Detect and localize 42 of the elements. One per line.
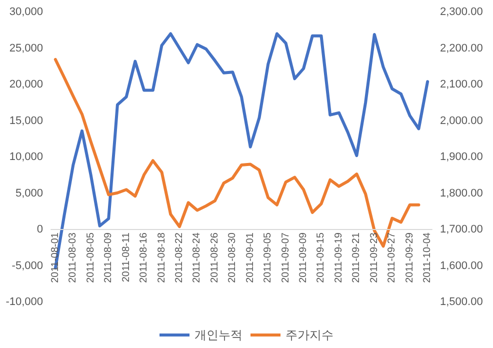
y-tick-label: 15,000 — [9, 114, 43, 127]
y2-tick-label: 1,800.00 — [440, 187, 483, 200]
y-tick-label: -10,000 — [6, 296, 43, 308]
x-tick-label: 2011-08-18 — [156, 232, 168, 283]
x-tick-label: 2011-09-29 — [404, 232, 416, 283]
x-tick-label: 2011-08-03 — [68, 232, 79, 283]
x-tick-label: 2011-09-09 — [298, 232, 310, 283]
y-tick-label: 20,000 — [9, 78, 43, 90]
x-tick-label: 2011-08-30 — [227, 232, 238, 283]
y2-tick-label: 1,700.00 — [440, 224, 483, 236]
x-tick-label: 2011-09-05 — [262, 232, 274, 283]
x-tick-label: 2011-10-04 — [422, 232, 434, 283]
y2-tick-label: 1,900.00 — [440, 151, 483, 163]
x-tick-label: 2011-08-26 — [209, 232, 220, 283]
legend-label: 주가지수 — [286, 328, 334, 342]
y-tick-label: 30,000 — [9, 6, 43, 18]
legend-label: 개인누적 — [194, 328, 242, 342]
x-tick-label: 2011-08-24 — [192, 232, 203, 283]
x-tick-label: 2011-08-05 — [85, 232, 96, 283]
y2-tick-label: 2,100.00 — [440, 78, 483, 90]
x-tick-label: 2011-08-09 — [103, 232, 114, 283]
x-tick-label: 2011-09-19 — [333, 232, 344, 283]
y-tick-label: -5,000 — [12, 260, 43, 272]
x-tick-label: 2011-09-15 — [316, 232, 327, 283]
y-tick-label: 25,000 — [9, 42, 43, 54]
y-tick-label: 5,000 — [15, 187, 43, 200]
y2-tick-label: 2,000.00 — [440, 114, 483, 127]
x-tick-label: 2011-08-16 — [138, 232, 150, 283]
y-tick-label: 0 — [36, 224, 43, 236]
y2-tick-label: 1,600.00 — [440, 260, 483, 272]
y2-tick-label: 2,200.00 — [440, 42, 483, 54]
x-tick-label: 2011-09-07 — [280, 232, 292, 283]
x-tick-label: 2011-09-01 — [244, 232, 256, 283]
x-tick-label: 2011-09-27 — [386, 232, 398, 283]
x-tick-label: 2011-09-21 — [351, 232, 362, 283]
y2-tick-label: 2,300.00 — [440, 6, 483, 18]
x-tick-label: 2011-09-23 — [368, 232, 380, 283]
x-tick-label: 2011-08-01 — [50, 232, 61, 283]
x-tick-label: 2011-08-11 — [120, 232, 132, 282]
x-tick-label: 2011-08-22 — [174, 232, 185, 283]
y2-tick-label: 1,500.00 — [440, 296, 483, 308]
y-tick-label: 10,000 — [9, 151, 43, 163]
